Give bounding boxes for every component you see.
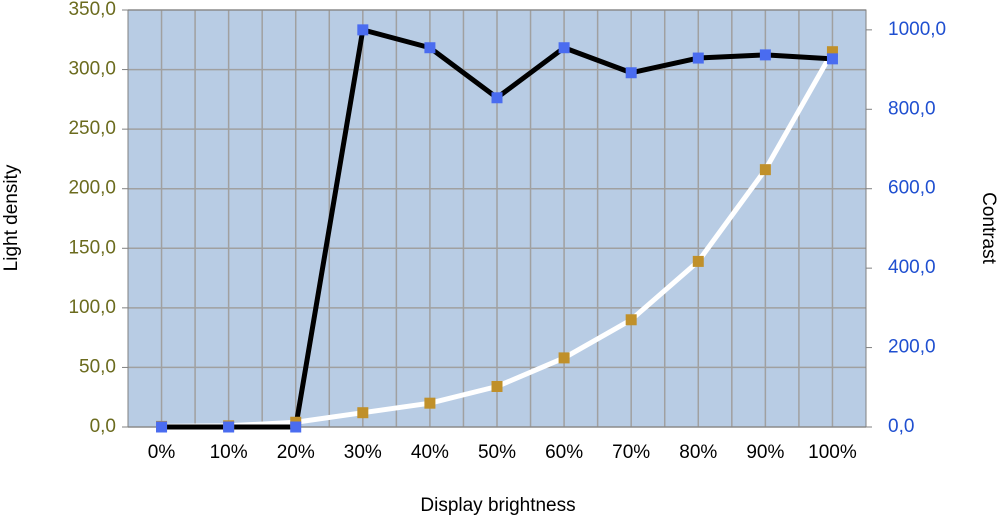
y2-axis-label: Contrast — [978, 192, 999, 265]
x-axis-label: Display brightness — [420, 495, 575, 516]
data-point — [692, 52, 704, 64]
data-point — [357, 24, 369, 36]
x-tick-label: 10% — [210, 442, 248, 463]
data-point — [759, 49, 771, 61]
data-point — [826, 46, 838, 58]
data-point — [491, 380, 503, 392]
y-tick-label: 200,0 — [68, 178, 116, 199]
y-tick-label: 300,0 — [68, 59, 116, 80]
data-point — [290, 421, 302, 433]
x-tick-label: 40% — [411, 442, 449, 463]
data-point — [424, 397, 436, 409]
data-point — [826, 53, 838, 65]
x-tick-label: 70% — [612, 442, 650, 463]
y-tick-label: 350,0 — [68, 0, 116, 20]
data-point — [558, 42, 570, 54]
x-tick-label: 90% — [746, 442, 784, 463]
data-point — [156, 421, 168, 433]
y-tick-label: 50,0 — [79, 356, 116, 377]
data-point — [357, 407, 369, 419]
data-point — [625, 67, 637, 79]
plot-border — [127, 9, 867, 428]
data-point — [625, 314, 637, 326]
y-tick-label: 0,0 — [90, 416, 116, 437]
data-point — [558, 352, 570, 364]
y-tick-label: 100,0 — [68, 297, 116, 318]
y2-tick-label: 600,0 — [888, 178, 936, 199]
y-tick-label: 150,0 — [68, 237, 116, 258]
data-point — [491, 92, 503, 104]
x-tick-label: 30% — [344, 442, 382, 463]
x-tick-label: 50% — [478, 442, 516, 463]
data-point — [424, 42, 436, 54]
y-axis-label: Light density — [1, 164, 22, 271]
data-point — [223, 421, 235, 433]
x-tick-label: 60% — [545, 442, 583, 463]
data-point — [692, 255, 704, 267]
x-tick-label: 20% — [277, 442, 315, 463]
x-tick-label: 100% — [808, 442, 857, 463]
y-tick-label: 250,0 — [68, 118, 116, 139]
x-tick-label: 0% — [148, 442, 176, 463]
x-tick-label: 80% — [679, 442, 717, 463]
y2-tick-label: 200,0 — [888, 337, 936, 358]
y2-tick-label: 0,0 — [888, 416, 914, 437]
y2-tick-label: 1000,0 — [888, 19, 946, 40]
y2-tick-label: 400,0 — [888, 257, 936, 278]
data-point — [759, 164, 771, 176]
y2-tick-label: 800,0 — [888, 98, 936, 119]
